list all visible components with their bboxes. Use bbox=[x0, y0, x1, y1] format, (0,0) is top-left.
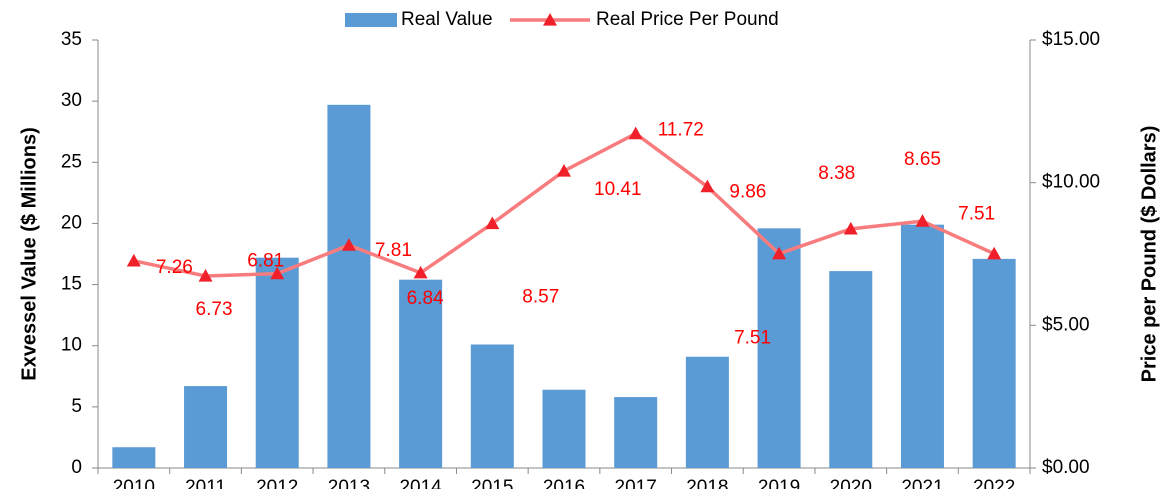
marker bbox=[843, 221, 858, 235]
data-label: 7.51 bbox=[958, 204, 995, 225]
data-label: 6.84 bbox=[407, 288, 444, 309]
data-label: 6.73 bbox=[196, 299, 233, 320]
y-tick-label: 35 bbox=[61, 29, 82, 50]
x-tick-label: 2022 bbox=[973, 477, 1015, 489]
x-tick-label: 2013 bbox=[328, 477, 370, 489]
bar bbox=[327, 104, 371, 468]
y2-axis-title: Price per Pound ($ Dollars) bbox=[1138, 126, 1160, 383]
data-label: 10.41 bbox=[594, 179, 642, 200]
y-tick-label: 0 bbox=[71, 457, 82, 478]
y-tick-label: 20 bbox=[61, 212, 82, 233]
marker bbox=[126, 253, 141, 267]
bar bbox=[829, 271, 873, 468]
bar bbox=[972, 258, 1016, 468]
bar bbox=[542, 389, 586, 468]
bar bbox=[470, 344, 514, 468]
legend-label: Real Value bbox=[401, 9, 493, 30]
data-label: 8.65 bbox=[904, 149, 941, 170]
x-tick-label: 2020 bbox=[830, 477, 872, 489]
x-tick-label: 2018 bbox=[686, 477, 728, 489]
marker bbox=[987, 246, 1002, 260]
y-tick-label: 15 bbox=[61, 274, 82, 295]
y2-tick-label: $0.00 bbox=[1042, 457, 1090, 478]
marker bbox=[772, 246, 787, 260]
bar bbox=[112, 447, 156, 468]
bar bbox=[685, 356, 729, 468]
x-tick-label: 2015 bbox=[471, 477, 513, 489]
y2-tick-label: $15.00 bbox=[1042, 29, 1100, 50]
y-tick-label: 30 bbox=[61, 90, 82, 111]
bar bbox=[184, 386, 228, 468]
marker bbox=[270, 266, 285, 280]
y2-tick-label: $5.00 bbox=[1042, 314, 1090, 335]
x-tick-label: 2012 bbox=[256, 477, 298, 489]
x-tick-label: 2014 bbox=[399, 477, 442, 489]
x-tick-label: 2016 bbox=[543, 477, 585, 489]
marker bbox=[485, 216, 500, 230]
data-label: 8.38 bbox=[818, 163, 855, 184]
marker bbox=[198, 268, 213, 282]
bar bbox=[757, 228, 801, 468]
y-axis-title: Exvessel Value ($ Millions) bbox=[18, 127, 40, 380]
y-tick-label: 25 bbox=[61, 151, 82, 172]
bar bbox=[255, 257, 299, 468]
y-tick-label: 5 bbox=[71, 396, 82, 417]
data-label: 8.57 bbox=[522, 286, 559, 307]
data-label: 7.26 bbox=[156, 257, 193, 278]
legend-label: Real Price Per Pound bbox=[596, 9, 779, 30]
data-label: 7.51 bbox=[734, 328, 771, 349]
marker bbox=[413, 265, 428, 279]
bar bbox=[399, 279, 443, 468]
data-label: 7.81 bbox=[375, 240, 412, 261]
marker bbox=[915, 214, 930, 227]
bar bbox=[900, 224, 944, 468]
x-tick-label: 2010 bbox=[113, 477, 155, 489]
x-tick-label: 2019 bbox=[758, 477, 800, 489]
y-tick-label: 10 bbox=[61, 335, 82, 356]
marker bbox=[557, 163, 571, 177]
data-label: 11.72 bbox=[658, 120, 704, 141]
legend-swatch bbox=[345, 13, 397, 27]
marker bbox=[341, 238, 356, 251]
data-label: 6.81 bbox=[247, 251, 284, 272]
x-tick-label: 2021 bbox=[901, 477, 943, 489]
x-tick-label: 2017 bbox=[615, 477, 657, 489]
y2-tick-label: $10.00 bbox=[1042, 172, 1100, 193]
bar bbox=[614, 397, 658, 468]
marker bbox=[628, 126, 643, 140]
legend-marker bbox=[543, 13, 557, 26]
data-label: 9.86 bbox=[729, 182, 766, 203]
x-tick-label: 2011 bbox=[185, 477, 226, 489]
marker bbox=[700, 179, 715, 193]
